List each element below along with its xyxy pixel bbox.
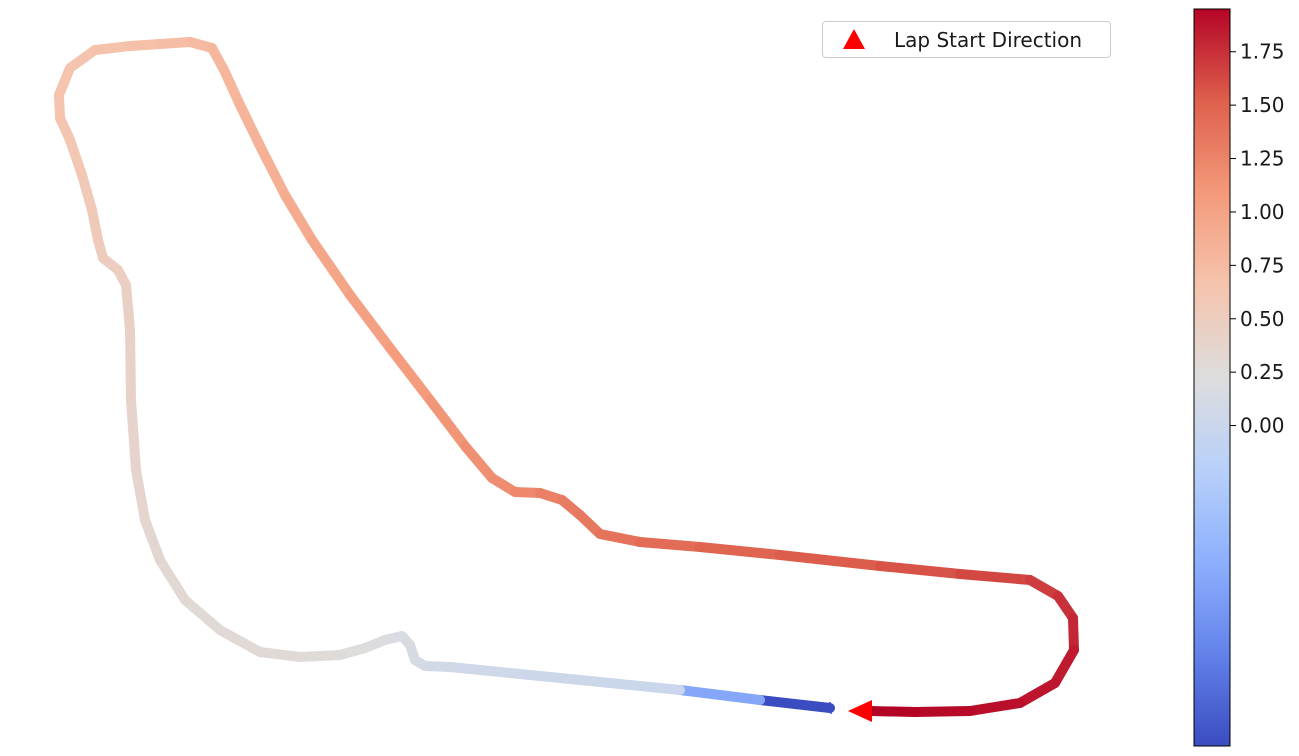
track-segment [65,135,87,180]
colorbar-tick-label: 0.50 [1240,307,1285,331]
colorbar-tick-label: 0.25 [1240,360,1285,384]
track-segment [126,395,141,475]
track-segment [425,395,470,451]
colorbar-tick-label: 1.00 [1240,200,1285,224]
track-segment [257,145,290,200]
lap-start-marker [848,700,872,722]
track-segment [910,706,975,717]
track-segment [460,441,497,483]
track-segment [445,662,525,679]
track-segment [215,625,265,657]
start-line-tick [829,701,832,715]
track-segment [87,205,103,245]
colorbar [1193,8,1231,747]
track-segment [280,190,317,245]
track-segment [155,555,190,605]
track-segment [295,650,345,662]
track-segment [1025,575,1063,601]
track-segment [131,465,150,525]
track-segment [865,706,920,717]
track-segment [755,695,835,713]
colorbar-tick-label: 1.25 [1240,147,1285,171]
track-segment [219,65,245,110]
colorbar-ticks: 0.00 0.25 0.50 0.75 1.00 1.25 1.50 1.75 [1230,40,1285,438]
track-segment [695,542,785,560]
track-segment [235,100,267,155]
track-segment [90,41,135,55]
track-segment [955,569,1035,585]
track-segment [180,595,225,635]
track-line [54,37,1079,717]
track-segment [125,325,136,405]
track-segment [965,698,1025,716]
legend: Lap Start Direction [822,21,1111,58]
colorbar-tick-label: 0.00 [1240,414,1285,438]
track-segment [635,537,705,552]
track-segment [595,677,685,695]
colorbar-tick-label: 1.75 [1240,40,1285,64]
colorbar-tick-label: 0.75 [1240,253,1285,277]
track-segment [121,280,135,335]
track-segment [307,235,355,300]
track-segment [125,39,165,51]
track-segment [345,290,395,353]
track-segment [255,647,305,662]
track-segment [515,669,605,687]
track-segment [1050,645,1079,688]
track-segment [1068,613,1079,655]
track-segment [1015,678,1060,708]
track-segment [385,343,435,405]
track-segment [77,170,97,215]
track-segment [140,515,165,565]
track-segment [775,550,885,571]
track-segment [875,561,965,579]
track-segment [65,45,100,73]
track-segment [595,529,645,547]
colorbar-tick-label: 1.50 [1240,93,1285,117]
track-segment [155,37,195,49]
legend-label: Lap Start Direction [894,28,1083,52]
legend-triangle-icon [843,29,865,49]
track-segment [675,685,765,705]
